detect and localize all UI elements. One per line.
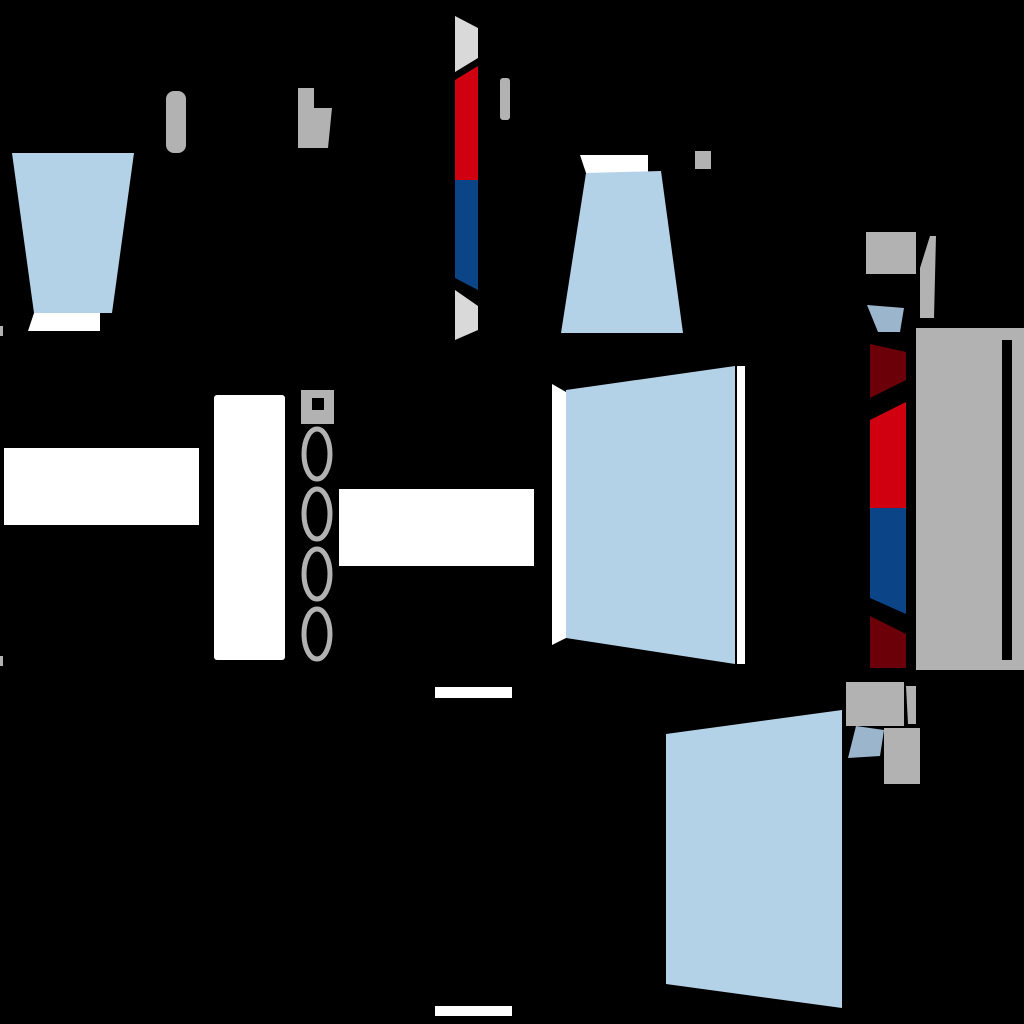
bottom-light-blue-panel xyxy=(666,710,842,1008)
bottom-white-strip-1 xyxy=(435,687,512,698)
center-panel-right-edge xyxy=(737,366,745,664)
center-white-rectangle xyxy=(339,489,534,566)
left-tall-white-panel xyxy=(214,395,285,660)
center-stripe-top-gray-cap xyxy=(455,16,478,72)
top-left-gray-bar xyxy=(166,91,186,153)
gray-chain-link-3 xyxy=(301,546,333,602)
right-gray-cluster-top xyxy=(866,232,936,318)
gray-chain-link-1 xyxy=(301,426,333,482)
right-stripe-dark-red-top xyxy=(870,344,906,398)
top-right-small-gray-square xyxy=(695,151,711,169)
top-left-light-blue-trapezoid xyxy=(12,153,134,313)
right-stripe-dark-red-bottom xyxy=(870,616,906,668)
bottom-white-strip-2 xyxy=(435,1006,512,1016)
center-panel-white-edge xyxy=(552,384,566,645)
gray-chain-link-4 xyxy=(301,606,333,662)
gray-chain-link-2 xyxy=(301,486,333,542)
right-stripe-red-band xyxy=(870,402,906,508)
center-stripe-bottom-gray-cap xyxy=(455,290,478,340)
left-white-rectangle xyxy=(4,448,199,525)
top-center-white-strip xyxy=(580,155,648,173)
right-muted-blue-chip-bottom xyxy=(848,726,884,758)
gray-link-top-block xyxy=(301,390,334,424)
center-small-gray-bar xyxy=(500,78,510,120)
right-gray-panel xyxy=(916,328,1024,670)
right-gray-cluster-bottom xyxy=(846,682,920,784)
left-edge-mark-bottom xyxy=(0,656,3,666)
center-light-blue-panel xyxy=(566,366,735,664)
center-stripe-navy-band xyxy=(455,180,478,290)
right-stripe-navy-band xyxy=(870,508,906,614)
right-muted-blue-chip-top xyxy=(867,305,904,332)
left-edge-mark-top xyxy=(0,326,3,336)
center-stripe-red-band xyxy=(455,66,478,180)
top-center-light-blue-trapezoid xyxy=(561,171,683,333)
top-gray-block xyxy=(298,88,332,148)
top-left-white-strip xyxy=(28,313,100,331)
